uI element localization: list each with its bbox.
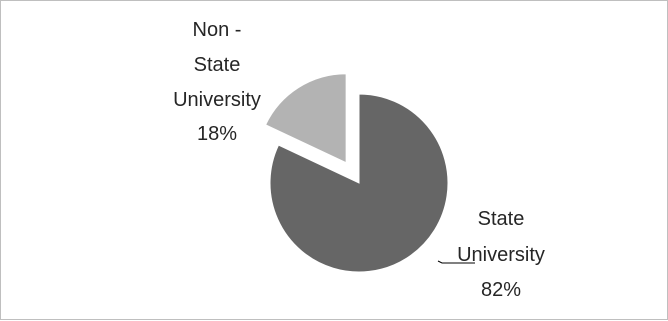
state-percent-label: 82%: [481, 279, 521, 301]
state-label-line2: University: [457, 244, 545, 266]
state-university-slice: [269, 93, 449, 273]
leader-line: [437, 260, 475, 264]
non-state-label-line2: State: [194, 54, 241, 76]
state-label-line1: State: [478, 208, 525, 230]
non-state-label-line1: Non -: [193, 19, 242, 41]
pie-slices: [264, 73, 449, 273]
non-state-label-line3: University: [173, 89, 261, 111]
non-state-university-slice: [264, 73, 347, 164]
non-state-percent-label: 18%: [197, 123, 237, 145]
